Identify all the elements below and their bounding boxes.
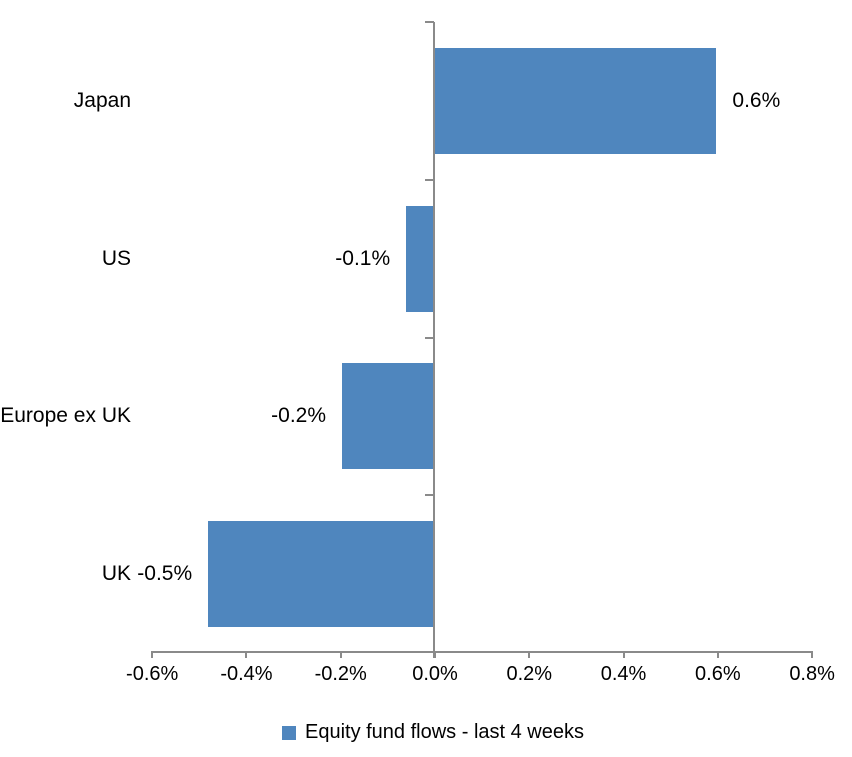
x-tick-label: 0.2% — [506, 663, 553, 685]
legend: Equity fund flows - last 4 weeks — [0, 721, 852, 744]
x-tick-label: 0.8% — [789, 663, 835, 685]
x-tick-label: -0.6% — [126, 663, 179, 685]
data-label: -0.2% — [271, 404, 327, 428]
x-tick-label: -0.4% — [220, 663, 273, 685]
y-axis-line — [433, 22, 435, 658]
x-axis-tick — [622, 651, 625, 658]
x-axis-tick — [716, 651, 719, 658]
category-label: UK — [101, 562, 131, 586]
x-axis-tick — [339, 651, 342, 658]
bar — [406, 205, 433, 312]
x-axis-tick — [151, 651, 154, 658]
category-label: Japan — [73, 88, 131, 112]
bar — [435, 47, 717, 154]
y-axis-tick — [425, 494, 434, 497]
x-tick-label: 0.6% — [695, 663, 741, 685]
x-axis-tick — [434, 651, 436, 658]
x-axis-tick — [528, 651, 531, 658]
x-tick-label: 0.4% — [600, 663, 647, 685]
y-axis-tick — [425, 178, 434, 181]
category-label: US — [101, 246, 131, 270]
data-label: 0.6% — [732, 88, 781, 112]
legend-marker-square — [281, 725, 296, 740]
category-label: Europe ex UK — [0, 404, 131, 428]
x-axis-tick — [811, 651, 814, 658]
y-axis-tick — [425, 21, 434, 23]
x-tick-label: -0.2% — [314, 663, 367, 685]
x-axis-line — [152, 651, 813, 653]
y-axis-tick — [425, 336, 434, 339]
bar — [342, 363, 433, 470]
legend-label: Equity fund flows - last 4 weeks — [304, 721, 584, 743]
x-axis-tick — [245, 651, 248, 658]
data-label: -0.5% — [137, 562, 193, 586]
x-tick-label: 0.0% — [412, 663, 458, 685]
bar — [208, 521, 433, 628]
data-label: -0.1% — [335, 246, 391, 270]
